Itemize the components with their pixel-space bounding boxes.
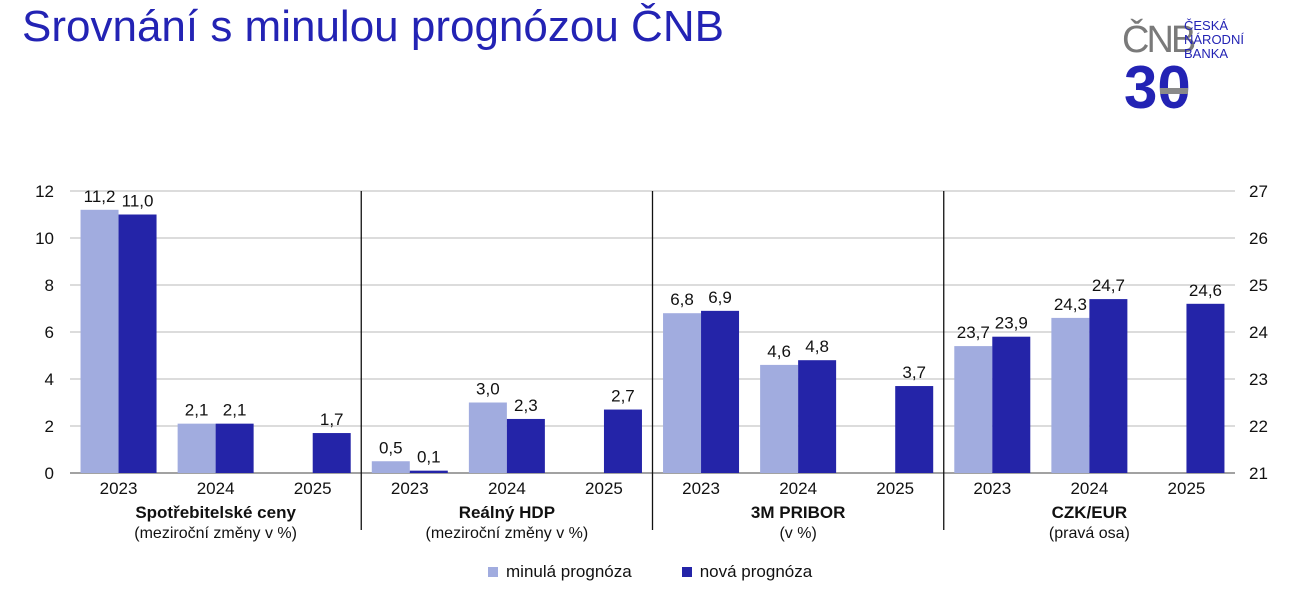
bar-new [215,423,254,473]
year-tick-label: 2025 [294,479,332,498]
right-tick-label: 22 [1249,417,1268,436]
bar-previous [1051,317,1090,473]
year-tick-label: 2023 [973,479,1011,498]
data-label-previous: 24,3 [1054,295,1087,314]
data-label-previous: 2,1 [185,401,209,420]
data-label-new: 0,1 [417,448,441,467]
left-tick-label: 12 [35,182,54,201]
data-label-new: 4,8 [805,337,829,356]
bar-new [1089,299,1128,473]
group-subtitle: (pravá osa) [1049,525,1130,542]
left-tick-label: 4 [45,370,54,389]
legend: minulá prognóza nová prognóza [488,562,812,582]
left-tick-label: 2 [45,417,54,436]
bar-new [312,433,351,473]
year-tick-label: 2025 [585,479,623,498]
data-label-new: 24,6 [1189,281,1222,300]
data-label-new: 2,7 [611,387,635,406]
bar-new [701,310,740,473]
right-tick-label: 27 [1249,182,1268,201]
legend-swatch-previous [488,567,498,577]
year-tick-label: 2024 [779,479,817,498]
legend-swatch-new [681,567,692,577]
left-tick-label: 0 [45,464,54,483]
group-subtitle: (v %) [779,525,816,542]
data-label-previous: 0,5 [379,438,403,457]
year-tick-label: 2025 [1168,479,1206,498]
bar-new [506,418,545,473]
data-label-previous: 3,0 [476,380,500,399]
legend-item-previous: minulá prognóza [488,562,632,582]
data-label-previous: 23,7 [957,323,990,342]
year-tick-label: 2025 [876,479,914,498]
year-tick-label: 2023 [100,479,138,498]
page-title: Srovnání s minulou prognózou ČNB [22,2,724,51]
bar-new [409,470,448,473]
data-label-new: 2,1 [223,401,247,420]
data-label-new: 24,7 [1092,276,1125,295]
group-subtitle: (meziroční změny v %) [426,525,589,542]
left-tick-label: 8 [45,276,54,295]
year-tick-label: 2024 [1070,479,1108,498]
bar-new [1186,303,1225,473]
data-label-previous: 4,6 [767,342,791,361]
group-name: 3M PRIBOR [751,503,845,522]
bar-new [118,214,157,473]
data-label-new: 11,0 [122,192,154,211]
logo-mark: ČNB [1122,17,1195,61]
bar-new [798,360,837,473]
bar-previous [371,461,410,473]
legend-item-new: nová prognóza [681,562,813,582]
bar-previous [760,364,799,473]
bar-previous [468,402,507,473]
year-tick-label: 2023 [391,479,429,498]
right-tick-label: 25 [1249,276,1268,295]
legend-label-previous: minulá prognóza [506,562,632,581]
bar-new [895,386,934,473]
bar-previous [663,313,702,473]
bar-previous [177,423,216,473]
cnb-logo: ČNB ČESKÁ NÁRODNÍ BANKA 30 [1122,14,1282,126]
bar-new [603,409,642,473]
group-name: Reálný HDP [459,503,555,522]
left-tick-label: 6 [45,323,54,342]
left-tick-label: 10 [35,229,54,248]
group-name: CZK/EUR [1052,503,1128,522]
logo-bar [1160,88,1188,94]
year-tick-label: 2024 [197,479,235,498]
data-label-new: 23,9 [995,314,1028,333]
year-tick-label: 2024 [488,479,526,498]
data-label-new: 2,3 [514,396,538,415]
year-tick-label: 2023 [682,479,720,498]
data-label-new: 6,9 [708,288,732,307]
right-tick-label: 24 [1249,323,1268,342]
legend-label-new: nová prognóza [699,562,813,581]
group-name: Spotřebitelské ceny [135,503,296,522]
logo-line2: NÁRODNÍ [1184,32,1244,47]
data-label-new: 3,7 [902,363,926,382]
data-label-previous: 11,2 [84,187,116,206]
bar-new [992,336,1031,473]
right-tick-label: 26 [1249,229,1268,248]
right-tick-label: 23 [1249,370,1268,389]
bar-previous [80,209,119,474]
data-label-previous: 6,8 [670,290,694,309]
bar-previous [954,346,993,473]
logo-number: 30 [1124,54,1191,121]
right-tick-label: 21 [1249,464,1268,483]
logo-line1: ČESKÁ [1184,18,1228,33]
group-subtitle: (meziroční změny v %) [134,525,297,542]
data-label-new: 1,7 [320,410,344,429]
logo-line3: BANKA [1184,46,1228,61]
